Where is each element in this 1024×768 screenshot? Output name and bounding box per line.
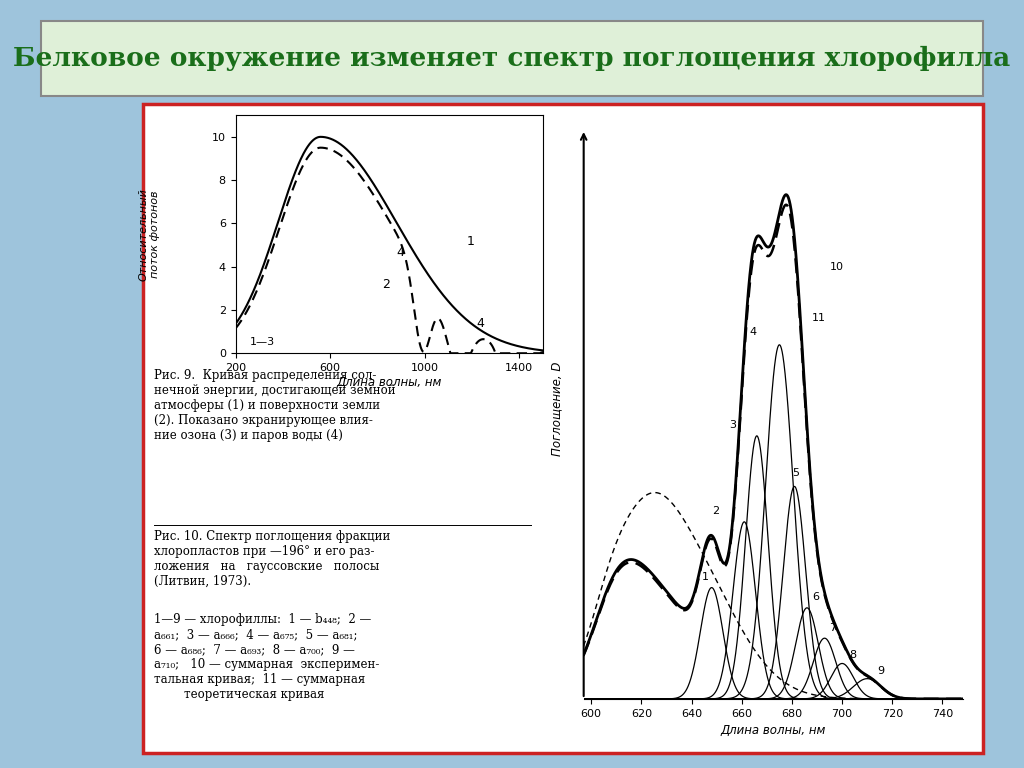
Text: 7: 7 xyxy=(829,623,837,633)
Text: Рис. 10. Спектр поглощения фракции
хлоропластов при —196° и его раз-
ложения   н: Рис. 10. Спектр поглощения фракции хлоро… xyxy=(154,530,390,588)
Text: 6: 6 xyxy=(812,592,819,602)
Text: 11: 11 xyxy=(812,313,826,323)
X-axis label: Длина волны, нм: Длина волны, нм xyxy=(721,724,825,737)
Text: 8: 8 xyxy=(850,650,857,660)
X-axis label: Длина волны, нм: Длина волны, нм xyxy=(337,376,441,389)
Text: 1—3: 1—3 xyxy=(250,336,274,346)
Text: 4: 4 xyxy=(396,246,404,259)
Text: 10: 10 xyxy=(829,263,844,273)
Text: 1: 1 xyxy=(467,235,475,248)
Text: 5: 5 xyxy=(792,468,799,478)
Text: 1: 1 xyxy=(701,572,709,582)
Text: Белковое окружение изменяет спектр поглощения хлорофилла: Белковое окружение изменяет спектр погло… xyxy=(13,46,1011,71)
Text: 2: 2 xyxy=(382,278,390,291)
Text: 9: 9 xyxy=(878,666,885,676)
Text: Рис. 9.  Кривая распределения сол-
нечной энергии, достигающей земной
атмосферы : Рис. 9. Кривая распределения сол- нечной… xyxy=(154,369,395,442)
Text: Относительный
поток фотонов: Относительный поток фотонов xyxy=(138,188,161,280)
Text: 4: 4 xyxy=(750,326,757,336)
Text: 4: 4 xyxy=(476,317,484,330)
Text: 1—9 — хлорофиллы:  1 — b₄₄₈;  2 —
a₆₆₁;  3 — a₆₆₆;  4 — a₆₇₅;  5 — a₆₈₁;
6 — a₆₈: 1—9 — хлорофиллы: 1 — b₄₄₈; 2 — a₆₆₁; 3 … xyxy=(154,613,379,701)
Text: 2: 2 xyxy=(712,506,719,516)
Text: 3: 3 xyxy=(729,420,736,430)
Text: Поглощение, D: Поглощение, D xyxy=(551,362,563,456)
